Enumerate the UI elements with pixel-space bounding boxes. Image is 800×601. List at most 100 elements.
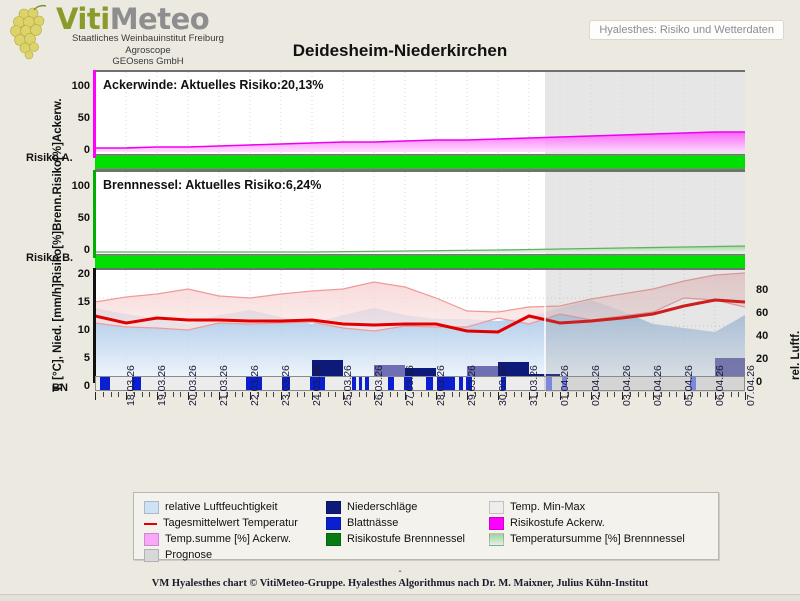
date-label: 25.03.26 xyxy=(342,365,354,406)
bn-side-label: BN xyxy=(52,382,68,394)
bn-segment xyxy=(132,377,141,390)
right-ytick-0: 0 xyxy=(756,376,763,388)
bn-segment xyxy=(546,377,552,390)
legend-label: Temp. Min-Max xyxy=(510,501,586,513)
right-ytick-60: 60 xyxy=(756,307,769,319)
institute-line-3: GEOsens GmbH xyxy=(112,56,184,67)
legend-label: Niederschläge xyxy=(347,501,418,513)
legend-item[interactable]: Risikostufe Ackerw. xyxy=(489,515,719,531)
legend-swatch-blattnaesse xyxy=(326,516,341,530)
date-label: 30.03.26 xyxy=(497,365,509,406)
legend-swatch-risikostufe-brennnessel xyxy=(326,532,341,546)
p3-ytick-5: 5 xyxy=(83,352,90,364)
bn-segment xyxy=(690,377,696,390)
date-label: 05.04.26 xyxy=(683,365,695,406)
bn-segment xyxy=(426,377,433,390)
legend-column-2: Niederschläge Blattnässe Risikostufe Bre… xyxy=(326,499,486,547)
legend-item[interactable]: Temp. Min-Max xyxy=(489,499,719,515)
p2-ytick-100: 100 xyxy=(71,180,90,192)
bn-segment xyxy=(359,377,362,390)
institute-line-2: Agroscope xyxy=(125,44,171,56)
bn-segment xyxy=(352,377,356,390)
forecast-shade-p2 xyxy=(545,172,745,256)
legend-swatch-humidity xyxy=(144,500,159,514)
brennnessel-plot xyxy=(95,172,745,258)
legend-item[interactable]: Niederschläge xyxy=(326,499,486,515)
bn-segment xyxy=(501,377,506,390)
legend-item[interactable]: Risikostufe Brennnessel xyxy=(326,531,486,547)
legend-label: Blattnässe xyxy=(347,517,399,529)
p1-left-spine xyxy=(93,70,96,158)
date-label: 31.03.26 xyxy=(528,365,540,406)
p3-left-spine xyxy=(93,268,96,383)
legend-label: Tagesmittelwert Temperatur xyxy=(163,517,298,529)
date-label: 07.04.26 xyxy=(745,365,757,406)
date-label: 06.04.26 xyxy=(714,365,726,406)
p2-ytick-50: 50 xyxy=(77,212,90,224)
legend-swatch-tempsumme-brennnessel xyxy=(489,532,504,546)
blattnaesse-strip[interactable] xyxy=(95,376,745,391)
bottom-bar xyxy=(0,594,800,601)
date-label: 22.03.26 xyxy=(249,365,261,406)
bn-segment xyxy=(246,377,262,390)
legend-swatch-temp-minmax xyxy=(489,500,504,514)
panel-weather[interactable] xyxy=(93,268,745,392)
p3-ytick-15: 15 xyxy=(77,296,90,308)
legend-label: relative Luftfeuchtigkeit xyxy=(165,501,278,513)
brand-meteo: Meteo xyxy=(109,2,210,36)
legend-label: Prognose xyxy=(165,549,213,561)
p3-ytick-20: 20 xyxy=(77,268,90,280)
legend-swatch-niederschlaege xyxy=(326,500,341,514)
institute-line-1: Staatliches Weinbauinstitut Freiburg xyxy=(72,33,224,44)
y2-axis-label: rel. Luftf. xyxy=(790,330,800,380)
bn-segment xyxy=(310,377,325,390)
risk-b-side-label: Risiko B. xyxy=(26,252,74,264)
right-ytick-80: 80 xyxy=(756,284,769,296)
legend-swatch-prognose xyxy=(144,548,159,562)
date-label: 03.04.26 xyxy=(621,365,633,406)
date-label: 19.03.26 xyxy=(156,365,168,406)
legend-column-3: Temp. Min-Max Risikostufe Ackerw. Temper… xyxy=(489,499,719,547)
date-label: 24.03.26 xyxy=(311,365,323,406)
legend-swatch-risikostufe-ackerw xyxy=(489,516,504,530)
right-ytick-20: 20 xyxy=(756,353,769,365)
date-label: 28.03.26 xyxy=(435,365,447,406)
date-label: 29.03.26 xyxy=(466,365,478,406)
brand-text: VitiMeteo xyxy=(56,2,210,36)
date-label: 18.03.26 xyxy=(125,365,137,406)
legend-label: Risikostufe Ackerw. xyxy=(510,517,605,529)
bn-segment xyxy=(282,377,290,390)
date-label: 04.04.26 xyxy=(652,365,664,406)
p1-ytick-100: 100 xyxy=(71,80,90,92)
date-label: 01.04.26 xyxy=(559,365,571,406)
legend-item[interactable]: Blattnässe xyxy=(326,515,486,531)
footer-dash: - xyxy=(398,566,402,577)
grape-cluster-icon xyxy=(10,4,47,60)
legend-label: Risikostufe Brennnessel xyxy=(347,533,466,545)
p2-ytick-0: 0 xyxy=(83,244,90,256)
weather-plot xyxy=(95,270,745,392)
plot-area: Ackerwinde: Aktuelles Risiko:20,13% xyxy=(93,70,745,392)
date-label: 20.03.26 xyxy=(187,365,199,406)
date-label: 26.03.26 xyxy=(373,365,385,406)
institute-subtitle: Staatliches Weinbauinstitut Freiburg Agr… xyxy=(38,33,258,68)
date-label: 23.03.26 xyxy=(280,365,292,406)
panel-brennnessel[interactable]: Brennnessel: Aktuelles Risiko:6,24% xyxy=(93,170,745,270)
bn-segment xyxy=(437,377,455,390)
legend-swatch-temperature-line xyxy=(144,518,157,529)
legend-label: Temperatursumme [%] Brennnessel xyxy=(510,533,685,545)
bn-segment xyxy=(404,377,412,390)
p3-ytick-10: 10 xyxy=(77,324,90,336)
legend-item[interactable]: Tagesmittelwert Temperatur xyxy=(144,515,374,531)
risk-a-side-label: Risiko A. xyxy=(26,152,73,164)
legend-item[interactable]: Temperatursumme [%] Brennnessel xyxy=(489,531,719,547)
legend-item[interactable]: Temp.summe [%] Ackerw. xyxy=(144,531,374,547)
legend-item[interactable]: relative Luftfeuchtigkeit xyxy=(144,499,374,515)
page-title: Deidesheim-Niederkirchen xyxy=(292,41,508,60)
brennnessel-risk-label: Brennnessel: Aktuelles Risiko:6,24% xyxy=(103,178,322,192)
hyalesthes-risk-weather-button[interactable]: Hyalesthes: Risiko und Wetterdaten xyxy=(589,20,784,40)
legend-item[interactable]: Prognose xyxy=(144,547,374,563)
legend-column-1: relative Luftfeuchtigkeit Tagesmittelwer… xyxy=(144,499,374,563)
panel-ackerwinde[interactable]: Ackerwinde: Aktuelles Risiko:20,13% xyxy=(93,70,745,170)
